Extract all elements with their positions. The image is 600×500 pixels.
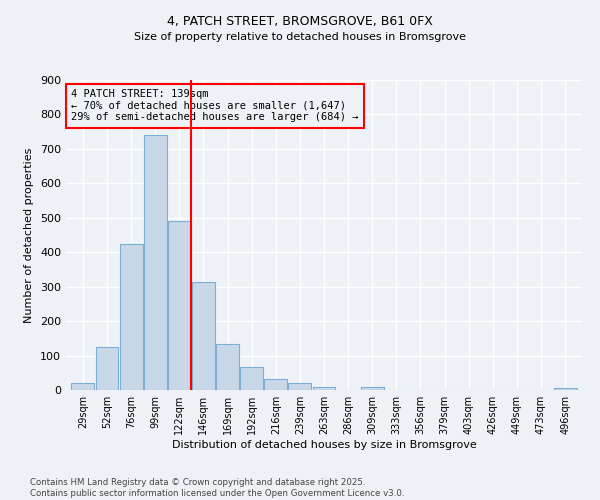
Bar [119,244,143,390]
Bar [240,367,263,390]
Bar [554,388,577,390]
Text: Size of property relative to detached houses in Bromsgrove: Size of property relative to detached ho… [134,32,466,42]
Bar [192,282,215,390]
Bar [289,383,311,390]
Text: 4, PATCH STREET, BROMSGROVE, B61 0FX: 4, PATCH STREET, BROMSGROVE, B61 0FX [167,15,433,28]
Bar [216,344,239,390]
Bar [361,387,383,390]
X-axis label: Distribution of detached houses by size in Bromsgrove: Distribution of detached houses by size … [172,440,476,450]
Bar [71,383,94,390]
Bar [313,386,335,390]
Bar [144,135,167,390]
Y-axis label: Number of detached properties: Number of detached properties [25,148,34,322]
Bar [95,347,118,390]
Bar [168,221,191,390]
Text: Contains HM Land Registry data © Crown copyright and database right 2025.
Contai: Contains HM Land Registry data © Crown c… [30,478,404,498]
Text: 4 PATCH STREET: 139sqm
← 70% of detached houses are smaller (1,647)
29% of semi-: 4 PATCH STREET: 139sqm ← 70% of detached… [71,90,359,122]
Bar [265,379,287,390]
